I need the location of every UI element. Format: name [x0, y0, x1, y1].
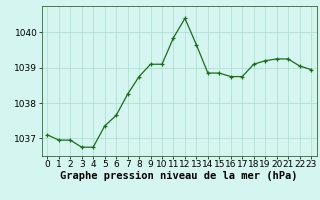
X-axis label: Graphe pression niveau de la mer (hPa): Graphe pression niveau de la mer (hPa) [60, 171, 298, 181]
